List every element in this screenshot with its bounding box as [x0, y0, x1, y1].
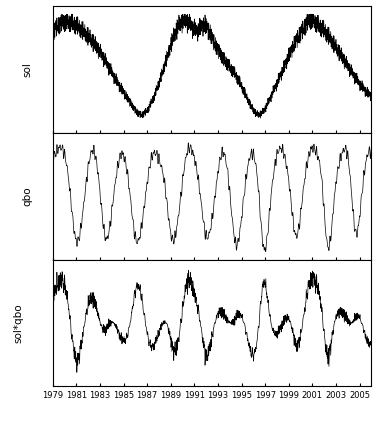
Y-axis label: qbo: qbo [23, 187, 33, 206]
Y-axis label: sol*qbo: sol*qbo [13, 303, 23, 343]
Y-axis label: sol: sol [23, 62, 33, 77]
